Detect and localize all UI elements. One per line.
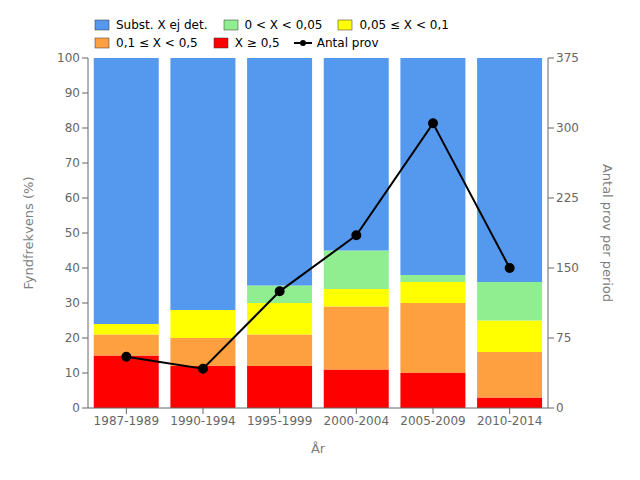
svg-text:40: 40 <box>65 261 80 275</box>
svg-text:2000-2004: 2000-2004 <box>324 414 389 428</box>
html-text:Subst. X ej det.: Subst. X ej det. <box>116 18 208 32</box>
svg-text:2010-2014: 2010-2014 <box>477 414 542 428</box>
svg-text:0: 0 <box>556 401 564 415</box>
svg-text:Antal prov per period: Antal prov per period <box>600 164 615 302</box>
svg-text:År: År <box>311 441 326 456</box>
svg-text:1990-1994: 1990-1994 <box>170 414 235 428</box>
html-text:0,1 ≤ X < 0,5: 0,1 ≤ X < 0,5 <box>116 36 198 50</box>
svg-text:Fyndfrekvens (%): Fyndfrekvens (%) <box>21 177 36 290</box>
svg-text:375: 375 <box>556 51 579 65</box>
svg-text:225: 225 <box>556 191 579 205</box>
html-text:Antal prov: Antal prov <box>316 36 379 50</box>
svg-text:150: 150 <box>556 261 579 275</box>
svg-text:80: 80 <box>65 121 80 135</box>
svg-text:20: 20 <box>65 331 80 345</box>
svg-text:2005-2009: 2005-2009 <box>400 414 465 428</box>
svg-text:60: 60 <box>65 191 80 205</box>
svg-text:90: 90 <box>65 86 80 100</box>
html-text:0,05 ≤ X < 0,1: 0,05 ≤ X < 0,1 <box>359 18 449 32</box>
svg-text:100: 100 <box>57 51 80 65</box>
svg-text:30: 30 <box>65 296 80 310</box>
html-text:0 < X < 0,05: 0 < X < 0,05 <box>244 18 323 32</box>
svg-text:10: 10 <box>65 366 80 380</box>
svg-text:75: 75 <box>556 331 571 345</box>
svg-text:1995-1999: 1995-1999 <box>247 414 312 428</box>
svg-text:1987-1989: 1987-1989 <box>94 414 159 428</box>
svg-text:0: 0 <box>72 401 80 415</box>
html-text:X ≥ 0,5: X ≥ 0,5 <box>234 36 280 50</box>
svg-text:50: 50 <box>65 226 80 240</box>
svg-text:70: 70 <box>65 156 80 170</box>
svg-text:300: 300 <box>556 121 579 135</box>
